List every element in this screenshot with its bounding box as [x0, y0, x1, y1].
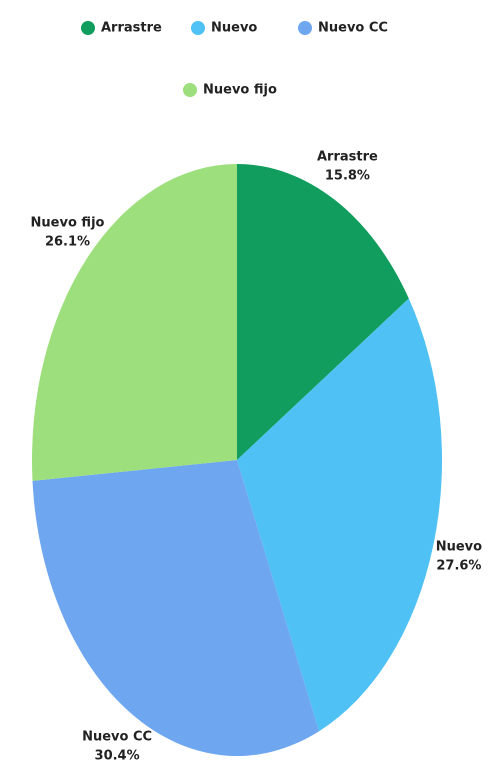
legend-swatch	[183, 83, 197, 97]
legend-swatch	[191, 21, 205, 35]
slice-label: Nuevo fijo	[31, 216, 105, 231]
legend-label: Nuevo CC	[318, 21, 388, 36]
legend-swatch	[81, 21, 95, 35]
slice-value-label: 30.4%	[95, 749, 140, 764]
pie-slice	[237, 298, 442, 732]
legend-label: Nuevo	[211, 21, 257, 36]
slice-label: Nuevo CC	[82, 730, 152, 745]
slice-label: Arrastre	[317, 149, 378, 164]
slice-value-label: 15.8%	[325, 168, 370, 183]
legend-label: Arrastre	[101, 21, 162, 36]
pie-slice	[31, 164, 237, 481]
slice-value-label: 27.6%	[436, 558, 481, 573]
pie-slice	[237, 164, 409, 460]
slice-label: Nuevo	[436, 539, 482, 554]
legend-label: Nuevo fijo	[203, 83, 277, 98]
slice-value-label: 26.1%	[45, 235, 90, 250]
pie-slice	[32, 460, 320, 757]
legend-swatch	[298, 21, 312, 35]
